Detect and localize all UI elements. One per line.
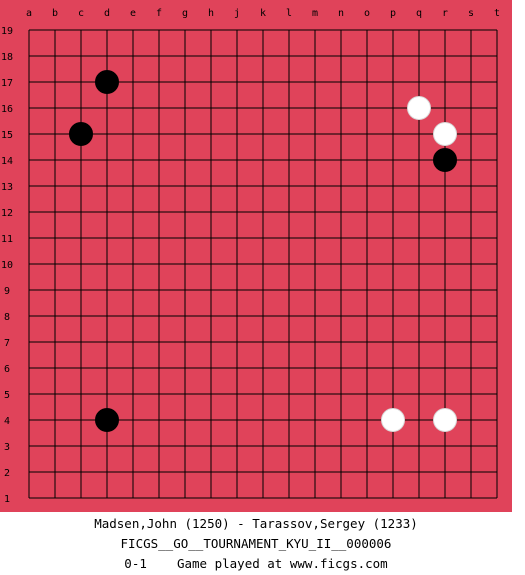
column-label: b: [52, 8, 58, 19]
row-label: 17: [1, 78, 13, 89]
row-label: 4: [4, 416, 10, 427]
row-label: 13: [1, 182, 13, 193]
row-label: 7: [4, 338, 10, 349]
row-label: 16: [1, 104, 13, 115]
column-label: n: [338, 8, 344, 19]
column-label: e: [130, 8, 136, 19]
row-label: 19: [1, 26, 13, 37]
row-label: 18: [1, 52, 13, 63]
column-label: d: [104, 8, 110, 19]
row-label: 6: [4, 364, 10, 375]
row-label: 14: [1, 156, 13, 167]
column-label: t: [494, 8, 500, 19]
column-label: l: [286, 8, 292, 19]
row-label: 11: [1, 234, 13, 245]
go-board[interactable]: a b c d e f g h j k l m n o p q r s t 19 18 17 16 15 14 13 12 11 10 9…: [0, 0, 512, 512]
white-stone[interactable]: [433, 122, 457, 146]
white-stone[interactable]: [381, 408, 405, 432]
result-line: 0-1 Game played at www.ficgs.com: [124, 556, 388, 571]
row-label: 10: [1, 260, 13, 271]
row-label: 12: [1, 208, 13, 219]
column-label: s: [468, 8, 474, 19]
column-label: o: [364, 8, 370, 19]
board-surface: [0, 0, 512, 512]
column-label: q: [416, 8, 422, 19]
row-label: 8: [4, 312, 10, 323]
black-stone[interactable]: [95, 408, 119, 432]
column-label: a: [26, 8, 32, 19]
column-label: h: [208, 8, 214, 19]
row-label: 9: [4, 286, 10, 297]
column-label: r: [442, 8, 448, 19]
row-label: 3: [4, 442, 10, 453]
row-label: 5: [4, 390, 10, 401]
column-label: g: [182, 8, 188, 19]
column-label: p: [390, 8, 396, 19]
players-line: Madsen,John (1250) - Tarassov,Sergey (12…: [94, 516, 418, 531]
black-stone[interactable]: [95, 70, 119, 94]
column-label: j: [234, 8, 240, 19]
white-stone[interactable]: [407, 96, 431, 120]
row-label: 2: [4, 468, 10, 479]
row-label: 15: [1, 130, 13, 141]
white-stone[interactable]: [433, 408, 457, 432]
row-label: 1: [4, 494, 10, 505]
column-label: m: [312, 8, 318, 19]
tournament-line: FICGS__GO__TOURNAMENT_KYU_II__000006: [120, 536, 392, 551]
black-stone[interactable]: [433, 148, 457, 172]
go-board-svg: a b c d e f g h j k l m n o p q r s t191817161514131211109…: [0, 0, 512, 512]
column-label: f: [156, 8, 162, 19]
game-caption: Madsen,John (1250) - Tarassov,Sergey (12…: [0, 514, 512, 574]
column-label: c: [78, 8, 84, 19]
column-label: k: [260, 8, 266, 19]
black-stone[interactable]: [69, 122, 93, 146]
